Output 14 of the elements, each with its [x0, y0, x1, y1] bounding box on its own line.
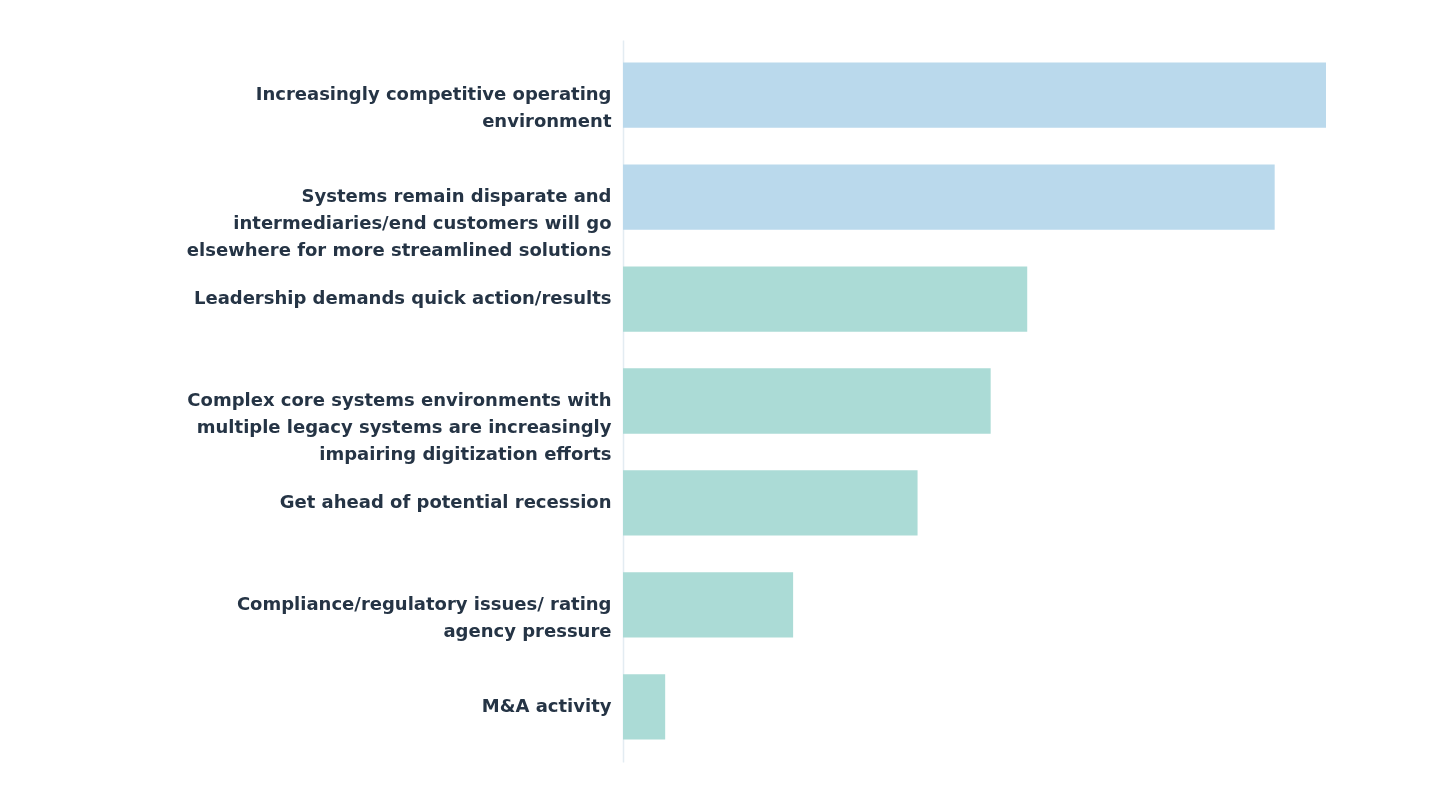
y-tick-label: Compliance/regulatory issues/ rating agency pressure	[236, 592, 612, 641]
y-tick-label: Get ahead of potential recession	[279, 490, 612, 512]
bar	[623, 470, 918, 536]
bar	[623, 368, 991, 434]
y-tick-label: Complex core systems environments with multiple legacy systems are increasingly impairing digitization efforts	[187, 389, 612, 464]
bar	[623, 572, 794, 638]
y-tick-label: Systems remain disparate and intermediaries/end customers will go elsewhere for more streamlined solutions	[186, 185, 612, 261]
bar	[623, 62, 1326, 128]
y-tick-label: Increasingly competitive operating environment	[255, 83, 612, 132]
bar	[623, 164, 1275, 230]
bar	[623, 266, 1028, 332]
y-tick-label: M&A activity	[481, 694, 612, 716]
y-tick-label: Leadership demands quick action/results	[193, 287, 612, 309]
bar	[623, 674, 666, 740]
